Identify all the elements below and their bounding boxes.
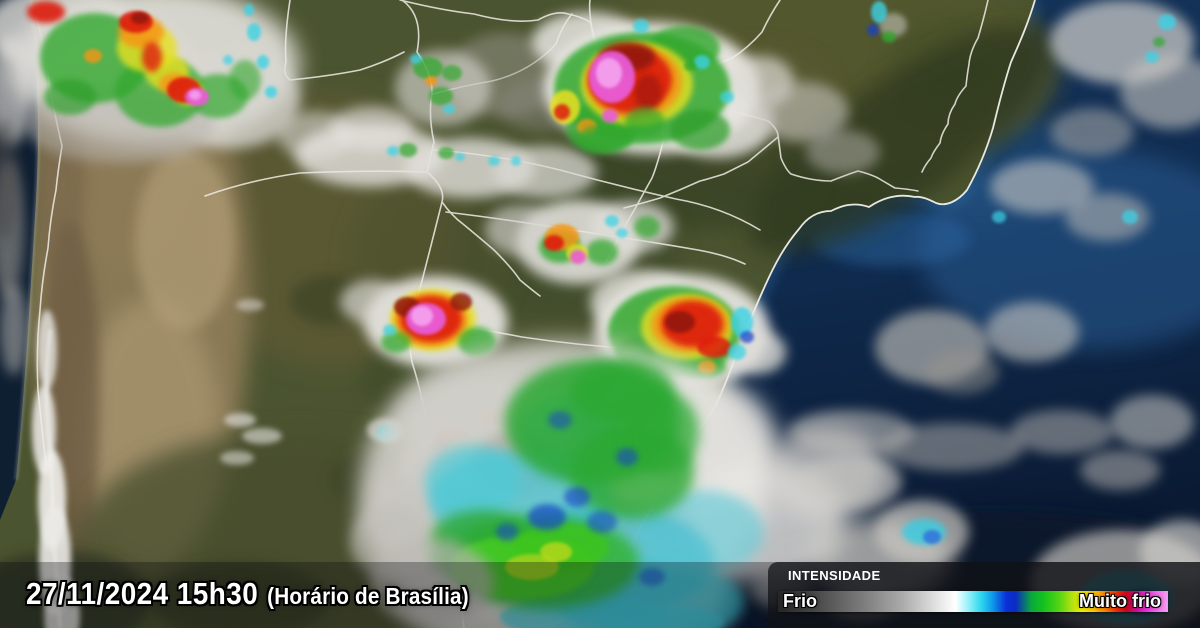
cloud-band-west-center (277, 33, 597, 198)
timestamp-timezone: (Horário de Brasília) (267, 583, 469, 609)
storm-cells-mid (485, 200, 674, 284)
legend-title: INTENSIDADE (788, 568, 881, 583)
storm-cell-top-center (532, 12, 794, 158)
legend-label-very-cold: Muito frio (1079, 591, 1161, 611)
timestamp: 27/11/2024 15h30 (Horário de Brasília) (26, 576, 469, 612)
storm-cluster-northwest (0, 0, 300, 163)
rain-shield-south (350, 340, 952, 628)
cloud-specks-top-right (867, 1, 907, 43)
legend-gradient-bar: Frio Muito frio (778, 591, 1168, 612)
intensity-legend: INTENSIDADE Frio Muito frio (768, 562, 1200, 628)
legend-label-cold: Frio (783, 591, 817, 611)
storm-cell-west-parana (340, 276, 508, 368)
andes-snow-band (32, 310, 80, 628)
timestamp-datetime: 27/11/2024 15h30 (26, 576, 259, 611)
